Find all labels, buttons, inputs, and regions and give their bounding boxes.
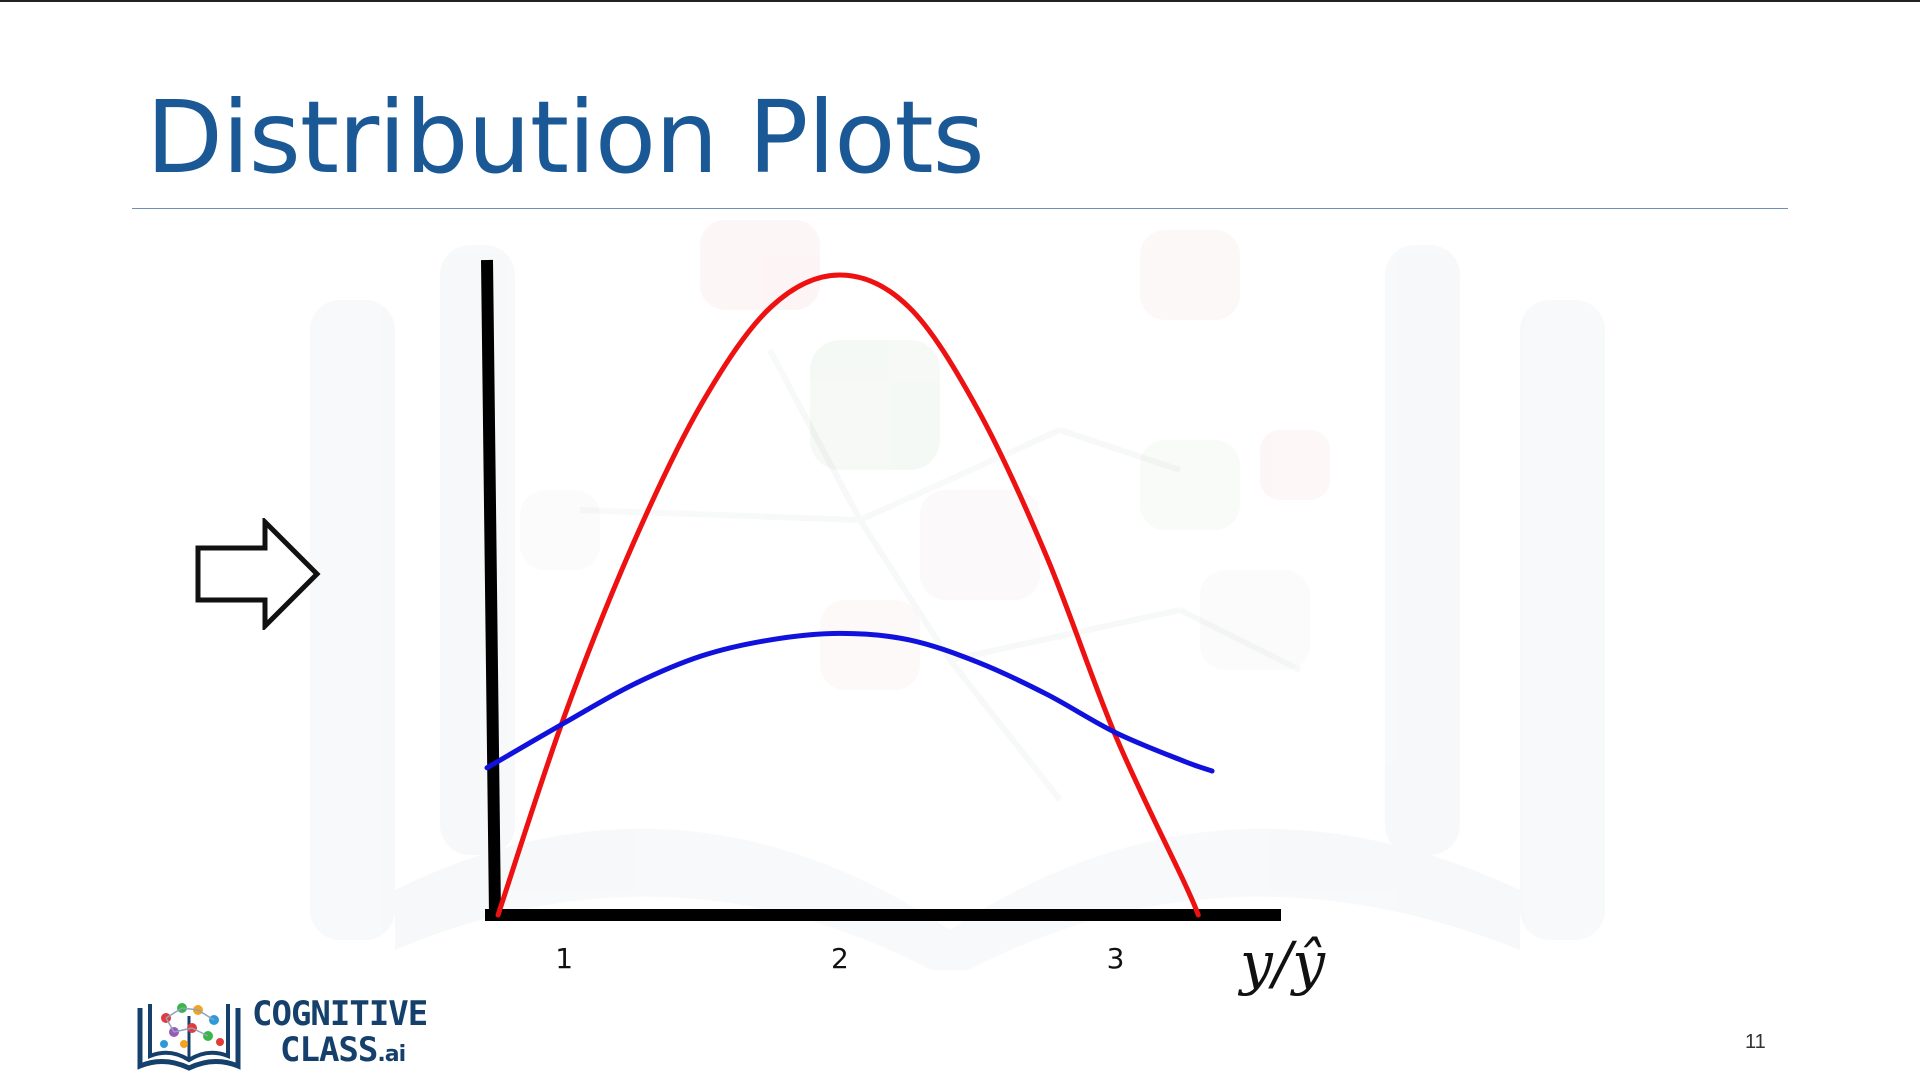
logo-suffix: .ai [377,1042,406,1067]
logo-line2: CLASS [280,1030,378,1070]
logo-line2-wrap: CLASS.ai [252,1032,427,1073]
logo-wordmark: COGNITIVE CLASS.ai [252,994,428,1073]
series-layer [484,272,1215,918]
slide-title: Distribution Plots [146,79,985,196]
right-arrow-outline-icon [195,518,321,630]
series-line-2 [484,630,1215,774]
x-tick-label: 3 [1107,942,1125,975]
open-book-network-icon [137,1003,241,1071]
x-tick-label: 1 [555,942,573,975]
x-tick-label: 2 [831,942,849,975]
title-divider [132,208,1788,209]
y-axis [481,259,501,916]
logo-line1: COGNITIVE [252,994,428,1034]
x-axis-label: y/ŷ [1237,929,1326,997]
series-line-1 [495,272,1201,918]
page-number: 11 [1745,1031,1766,1053]
cognitive-class-logo: COGNITIVE CLASS.ai [136,996,436,1072]
tick-layer: 1 2 3 [555,942,1124,975]
top-border [0,0,1920,2]
background-watermark [310,220,1605,970]
